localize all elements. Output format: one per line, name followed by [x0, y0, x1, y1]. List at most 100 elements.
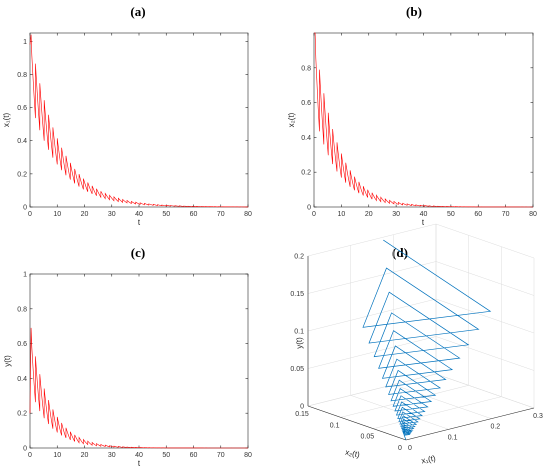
- x-tick-label: 50: [447, 211, 455, 218]
- series-line-b: [314, 32, 533, 208]
- panel-a-ylabel: x₁(t): [2, 113, 11, 128]
- panel-a-xlabel: t: [138, 218, 141, 227]
- x1-tick-label: 0.3: [533, 413, 543, 420]
- x-tick-label: 0: [312, 211, 316, 218]
- grid-line: [373, 396, 502, 429]
- y-tick-label: 0.4: [17, 376, 27, 383]
- y-tick-label: 0.2: [17, 411, 27, 418]
- x1-axis-line: [405, 407, 535, 441]
- y-tick-label: 0: [23, 446, 27, 453]
- panel-d: (d) 00.10.20.300.050.10.1500.050.10.150.…: [290, 223, 543, 466]
- panel-d-zlabel: y(t): [295, 337, 304, 349]
- x2-tick-label: 0.15: [295, 411, 309, 418]
- x2-tick-label: 0.05: [361, 434, 375, 441]
- grid-line: [435, 298, 535, 334]
- grid-line: [435, 223, 535, 259]
- z-tick-label: 0.05: [290, 366, 304, 373]
- y-tick-label: 0.8: [17, 72, 27, 79]
- y-tick-label: 0.2: [301, 170, 311, 177]
- panel-d-x2label: x₂(t): [344, 448, 361, 460]
- x1-tick-label: 0: [408, 445, 412, 452]
- panel-d-x1label: x₁(t): [421, 454, 437, 466]
- grid-line: [435, 261, 535, 296]
- panel-a: (a) 0 10 20 30 40 50 60 70 80 0 0.2 0.4 0.6 0.8 1 t x₁…: [2, 4, 252, 227]
- x-tick-label: 40: [135, 211, 143, 218]
- grid-line: [350, 395, 449, 430]
- x-tick-label: 0: [28, 211, 32, 218]
- y-tick-label: 0.4: [301, 135, 311, 142]
- y-tick-label: 0.6: [17, 105, 27, 112]
- x1-tick-label: 0.1: [448, 434, 458, 441]
- panel-b-plot-area: 0 10 20 30 40 50 60 70 80 0 0.2 0.4 0.6 0.8: [301, 32, 537, 218]
- y-tick-label: 0.8: [17, 306, 27, 313]
- x1-tick-label: 0.2: [490, 424, 500, 431]
- grid-line: [393, 384, 492, 419]
- z-tick-label: 0.2: [294, 254, 304, 261]
- x-tick-label: 0: [28, 452, 32, 459]
- x-tick-label: 20: [365, 211, 373, 218]
- x-tick-label: 50: [162, 211, 170, 218]
- x-tick-label: 10: [53, 211, 61, 218]
- x-tick-label: 70: [217, 452, 225, 459]
- x-tick-label: 70: [502, 211, 510, 218]
- x-tick-label: 20: [81, 211, 89, 218]
- x-tick-label: 10: [337, 211, 345, 218]
- phase-trajectory: [362, 239, 492, 441]
- x-tick-label: 80: [244, 211, 252, 218]
- y-tick-label: 0: [307, 205, 311, 212]
- grid-line: [307, 373, 437, 407]
- panel-a-plot-area: 0 10 20 30 40 50 60 70 80 0 0.2 0.4 0.6 0.8 1: [17, 33, 252, 218]
- panel-a-label: (a): [130, 4, 145, 19]
- y-tick-label: 0.8: [301, 65, 311, 72]
- x-tick-label: 80: [529, 211, 537, 218]
- panel-b-ylabel: x₂(t): [287, 112, 296, 127]
- x-tick-label: 60: [190, 452, 198, 459]
- y-tick-label: 0.6: [301, 100, 311, 107]
- x-tick-label: 20: [81, 452, 89, 459]
- x-tick-label: 70: [217, 211, 225, 218]
- panel-b-label: (b): [406, 4, 422, 19]
- x2-axis-line: [307, 405, 407, 441]
- y-tick-label: 1: [23, 39, 27, 46]
- panel-c: (c) 0 10 20 30 40 50 60 70 80 0 0.2 0.4 0.6 0.8 1 t y(…: [3, 245, 252, 468]
- grid-line: [435, 336, 535, 371]
- grid-line: [307, 336, 437, 369]
- panel-c-axes-frame: [29, 273, 249, 449]
- y-tick-label: 0.2: [17, 171, 27, 178]
- panel-b: (b) 0 10 20 30 40 50 60 70 80 0 0.2 0.4 0.6 0.8 t x₂(…: [287, 4, 537, 227]
- y-tick-label: 0: [23, 205, 27, 212]
- panel-c-label: (c): [131, 245, 145, 260]
- y-tick-label: 1: [23, 272, 27, 279]
- grid-line: [307, 261, 437, 294]
- series-line-c: [29, 327, 248, 449]
- x-tick-label: 30: [108, 211, 116, 218]
- x2-tick-label: 0.1: [330, 422, 340, 429]
- x-tick-label: 80: [244, 452, 252, 459]
- panel-c-ylabel: y(t): [3, 355, 12, 367]
- z-tick-label: 0.15: [290, 291, 304, 298]
- x2-tick-label: 0: [398, 445, 402, 452]
- x-tick-label: 60: [474, 211, 482, 218]
- x-tick-label: 10: [53, 452, 61, 459]
- x-tick-label: 40: [135, 452, 143, 459]
- y-tick-label: 0.4: [17, 138, 27, 145]
- panel-c-plot-area: 0 10 20 30 40 50 60 70 80 0 0.2 0.4 0.6 0.8 1: [17, 272, 252, 460]
- grid-line: [307, 223, 437, 257]
- panel-b-axes-frame: [313, 32, 534, 208]
- x-tick-label: 60: [190, 211, 198, 218]
- x-tick-label: 40: [420, 211, 428, 218]
- x-tick-label: 30: [392, 211, 400, 218]
- z-tick-label: 0.1: [294, 329, 304, 336]
- y-tick-label: 0.6: [17, 341, 27, 348]
- panel-b-xlabel: t: [422, 218, 425, 227]
- z-tick-label: 0: [300, 404, 304, 411]
- grid-line: [435, 373, 535, 409]
- x-tick-label: 30: [108, 452, 116, 459]
- series-line-a: [29, 34, 249, 208]
- panel-c-xlabel: t: [138, 459, 141, 468]
- grid-line: [340, 385, 469, 418]
- panel-a-axes-frame: [29, 32, 249, 208]
- x-tick-label: 50: [162, 452, 170, 459]
